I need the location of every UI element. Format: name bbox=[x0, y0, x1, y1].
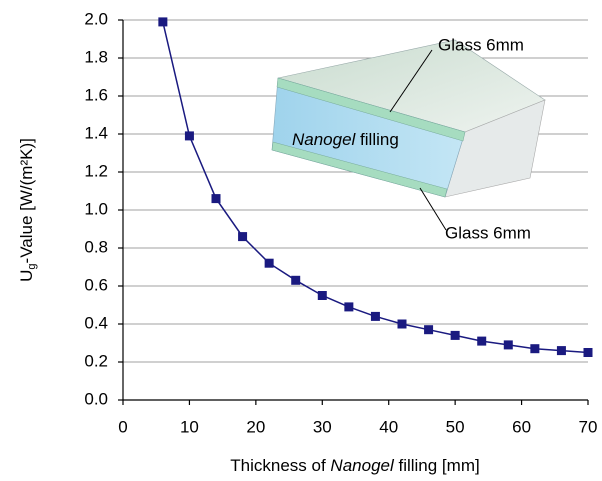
x-tick-label: 50 bbox=[446, 417, 465, 436]
x-tick-label: 0 bbox=[118, 417, 127, 436]
y-tick-label: 2.0 bbox=[84, 9, 108, 28]
annotation: Glass 6mm bbox=[445, 223, 531, 242]
label-part: filling [mm] bbox=[394, 456, 480, 475]
y-tick-label: 0.4 bbox=[84, 313, 108, 332]
point bbox=[238, 232, 247, 241]
point bbox=[344, 302, 353, 311]
annotation-part: filling bbox=[355, 130, 398, 149]
point bbox=[557, 346, 566, 355]
x-tick-label: 30 bbox=[313, 417, 332, 436]
annotation: Nanogel filling bbox=[292, 130, 399, 149]
y-tick-label: 0.8 bbox=[84, 237, 108, 256]
annotation: Glass 6mm bbox=[438, 35, 524, 54]
point bbox=[212, 194, 221, 203]
label-part: Nanogel bbox=[330, 456, 395, 475]
point bbox=[185, 131, 194, 140]
y-axis-label: Ug-Value [W/(m²K)] bbox=[17, 138, 37, 282]
annotation-part: Nanogel bbox=[292, 130, 357, 149]
y-tick-label: 1.0 bbox=[84, 199, 108, 218]
y-tick-label: 1.4 bbox=[84, 123, 108, 142]
y-tick-label: 1.2 bbox=[84, 161, 108, 180]
point bbox=[530, 344, 539, 353]
label-part: -Value [W/(m²K)] bbox=[17, 138, 36, 263]
point bbox=[398, 320, 407, 329]
x-tick-label: 20 bbox=[246, 417, 265, 436]
x-tick-label: 10 bbox=[180, 417, 199, 436]
point bbox=[584, 348, 593, 357]
point bbox=[504, 340, 513, 349]
y-tick-label: 1.8 bbox=[84, 47, 108, 66]
glazing-illustration: Glass 6mm Glass 6mm Nanogel filling bbox=[272, 35, 545, 242]
label-part: Thickness of bbox=[230, 456, 330, 475]
y-tick-label: 1.6 bbox=[84, 85, 108, 104]
x-tick-label: 70 bbox=[579, 417, 598, 436]
point bbox=[477, 337, 486, 346]
label-part: U bbox=[17, 270, 36, 282]
x-tick-label: 40 bbox=[379, 417, 398, 436]
point bbox=[371, 312, 380, 321]
y-tick-label: 0.2 bbox=[84, 351, 108, 370]
point bbox=[158, 17, 167, 26]
x-axis-label: Thickness of Nanogel filling [mm] bbox=[230, 456, 479, 475]
y-tick-label: 0.0 bbox=[84, 389, 108, 408]
point bbox=[451, 331, 460, 340]
chart: 0.0 0.2 0.4 0.6 0.8 1.0 1.2 1.4 1.6 1.8 2.0 0 10 20 30… bbox=[0, 0, 602, 481]
point bbox=[265, 259, 274, 268]
x-tick-label: 60 bbox=[512, 417, 531, 436]
y-tick-label: 0.6 bbox=[84, 275, 108, 294]
point bbox=[291, 276, 300, 285]
point bbox=[318, 291, 327, 300]
point bbox=[424, 325, 433, 334]
